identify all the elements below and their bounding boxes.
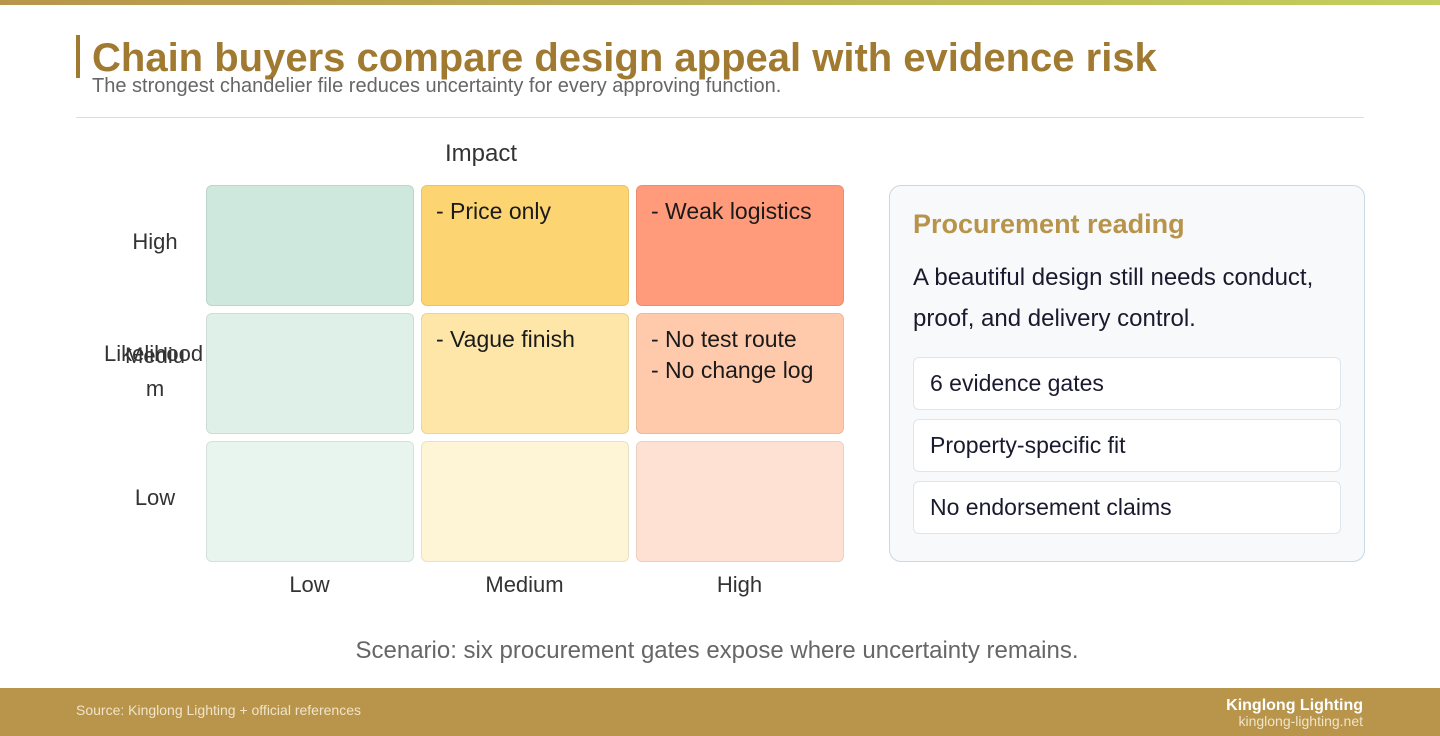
y-axis-label: Likelihood [104, 341, 204, 366]
column-label: High [716, 572, 763, 597]
matrix-cell: - No test route - No change log [636, 313, 844, 434]
source: Source: Kinglong Lighting + official ref… [76, 702, 361, 718]
divider [76, 117, 1364, 118]
matrix-cell [206, 313, 414, 434]
top-bar [0, 0, 1440, 5]
cell-item: - Weak logistics [651, 198, 812, 224]
matrix-cell: - Vague finish [421, 313, 629, 434]
row-label: Medium [125, 343, 185, 401]
panel-item: No endorsement claims [913, 481, 1341, 534]
matrix-cell [206, 185, 414, 306]
row-label: High [132, 229, 178, 254]
cell-item: - Price only [436, 198, 552, 224]
matrix-cell: - Price only [421, 185, 629, 306]
cell-item: - No test route [651, 326, 797, 352]
scenario: Scenario: six procurement gates expose w… [355, 637, 1079, 664]
cell-item: - Vague finish [436, 326, 575, 352]
panel-item: Property-specific fit [913, 419, 1341, 472]
matrix-cell [206, 441, 414, 562]
subtitle: The strongest chandelier file reduces un… [92, 75, 782, 97]
panel-item: 6 evidence gates [913, 357, 1341, 410]
matrix-cell [636, 441, 844, 562]
panel-title: Procurement reading [913, 209, 1185, 239]
url: kinglong-lighting.net [1238, 713, 1363, 729]
row-label: Low [134, 485, 176, 510]
title: Chain buyers compare design appeal with … [92, 36, 1157, 80]
footer [0, 688, 1440, 736]
matrix-cell [421, 441, 629, 562]
panel-body: A beautiful design still needs conduct, … [913, 264, 1314, 332]
x-axis-label: Impact [444, 140, 518, 167]
column-label: Medium [485, 572, 564, 597]
cell-item: - No change log [651, 357, 814, 383]
brand: Kinglong Lighting [1226, 697, 1363, 714]
column-label: Low [289, 572, 330, 597]
title-accent [76, 35, 80, 78]
matrix-cell: - Weak logistics [636, 185, 844, 306]
